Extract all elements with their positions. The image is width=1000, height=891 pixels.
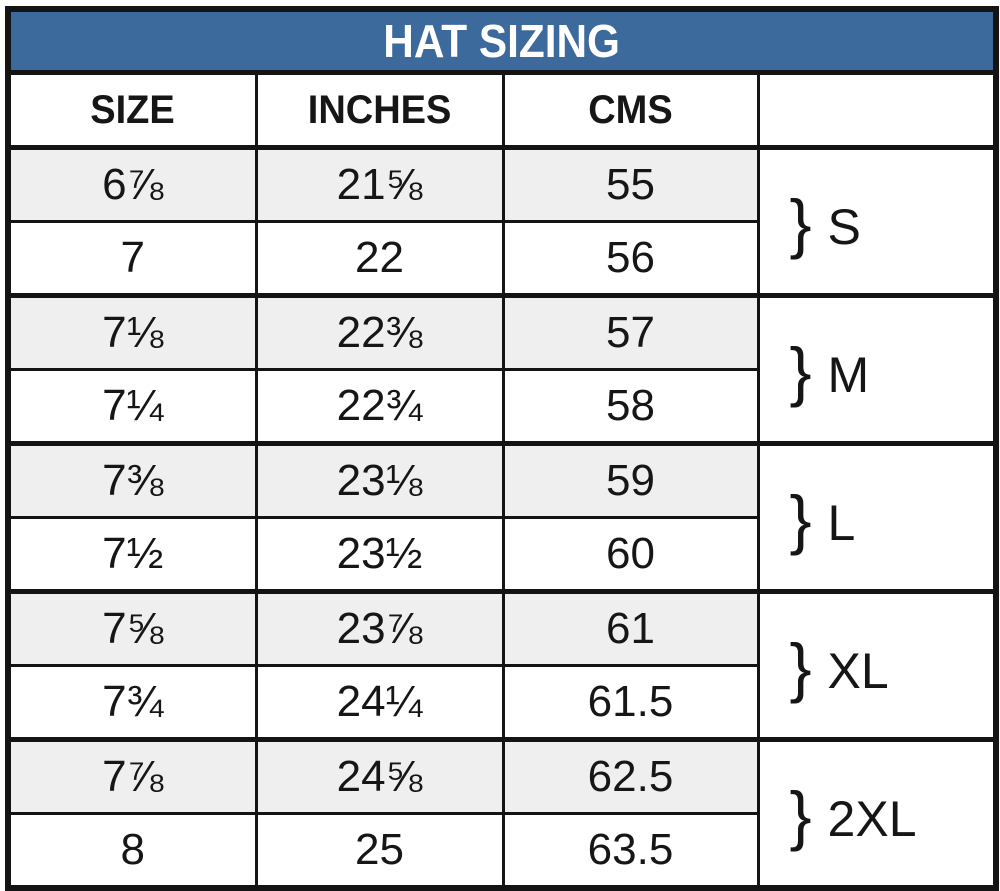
table-row: 7⅛ 22⅜ 57 } M xyxy=(6,293,998,445)
inches-cell: 22⅜ xyxy=(254,293,505,371)
table-title-cell: HAT SIZING xyxy=(6,7,998,75)
column-header-cms: CMS xyxy=(501,71,760,150)
size-cell: 6⅞ xyxy=(6,146,258,223)
cms-cell: 61.5 xyxy=(501,664,760,741)
size-cell: 7⅜ xyxy=(6,441,258,519)
table-row: 7 22 56 xyxy=(6,220,996,297)
table-row: 7⅞ 24⅝ 62.5 } 2XL xyxy=(6,737,998,890)
inches-cell: 21⅝ xyxy=(254,146,505,223)
group-label: L xyxy=(827,494,856,551)
inches-cell: 25 xyxy=(254,812,505,890)
inches-cell: 23½ xyxy=(254,516,505,593)
cms-cell: 55 xyxy=(501,146,760,223)
cms-cell: 63.5 xyxy=(501,812,760,890)
brace-icon: } xyxy=(789,777,812,852)
size-group-cell-m: } M xyxy=(756,293,998,445)
size-cell: 8 xyxy=(6,812,258,890)
inches-cell: 24¼ xyxy=(254,664,505,741)
size-group-cell-2xl: } 2XL xyxy=(756,737,998,890)
inches-cell: 22 xyxy=(254,220,505,297)
size-cell: 7 xyxy=(6,220,258,297)
table-row: 6⅞ 21⅝ 55 } S xyxy=(6,146,998,297)
group-label: M xyxy=(827,346,870,403)
hat-sizing-table: HAT SIZING SIZE INCHES CMS 6⅞ 21⅝ 55 } S … xyxy=(5,6,999,891)
inches-cell: 23⅞ xyxy=(254,589,505,667)
size-cell: 7¾ xyxy=(6,664,258,741)
group-label: S xyxy=(827,198,861,255)
hat-sizing-table-wrap: HAT SIZING SIZE INCHES CMS 6⅞ 21⅝ 55 } S … xyxy=(5,6,999,891)
table-row: 7¾ 24¼ 61.5 xyxy=(6,664,996,741)
column-header-inches: INCHES xyxy=(254,71,505,150)
column-header-row: SIZE INCHES CMS xyxy=(6,71,998,150)
brace-icon: } xyxy=(789,333,812,408)
cms-cell: 60 xyxy=(501,516,760,593)
size-cell: 7¼ xyxy=(6,368,258,445)
brace-icon: } xyxy=(789,629,812,704)
size-cell: 7⅝ xyxy=(6,589,258,667)
cms-cell: 57 xyxy=(501,293,760,371)
brace-icon: } xyxy=(789,185,812,260)
brace-icon: } xyxy=(789,481,812,556)
group-label: XL xyxy=(827,642,889,699)
size-group-cell-l: } L xyxy=(756,441,998,593)
group-label: 2XL xyxy=(827,790,917,847)
cms-cell: 62.5 xyxy=(501,737,760,815)
page-title: HAT SIZING xyxy=(383,15,621,67)
cms-cell: 58 xyxy=(501,368,760,445)
table-title-row: HAT SIZING xyxy=(6,7,998,75)
size-cell: 7½ xyxy=(6,516,258,593)
table-row: 7¼ 22¾ 58 xyxy=(6,368,996,445)
size-cell: 7⅛ xyxy=(6,293,258,371)
cms-cell: 61 xyxy=(501,589,760,667)
cms-cell: 59 xyxy=(501,441,760,519)
size-cell: 7⅞ xyxy=(6,737,258,815)
size-group-cell-xl: } XL xyxy=(756,589,998,741)
table-row: 7½ 23½ 60 xyxy=(6,516,996,593)
inches-cell: 22¾ xyxy=(254,368,505,445)
size-group-cell-s: } S xyxy=(756,146,998,297)
table-row: 7⅜ 23⅛ 59 } L xyxy=(6,441,998,593)
inches-cell: 24⅝ xyxy=(254,737,505,815)
inches-cell: 23⅛ xyxy=(254,441,505,519)
table-row: 7⅝ 23⅞ 61 } XL xyxy=(6,589,998,741)
cms-cell: 56 xyxy=(501,220,760,297)
column-header-size: SIZE xyxy=(6,71,258,150)
column-header-group xyxy=(756,71,998,150)
